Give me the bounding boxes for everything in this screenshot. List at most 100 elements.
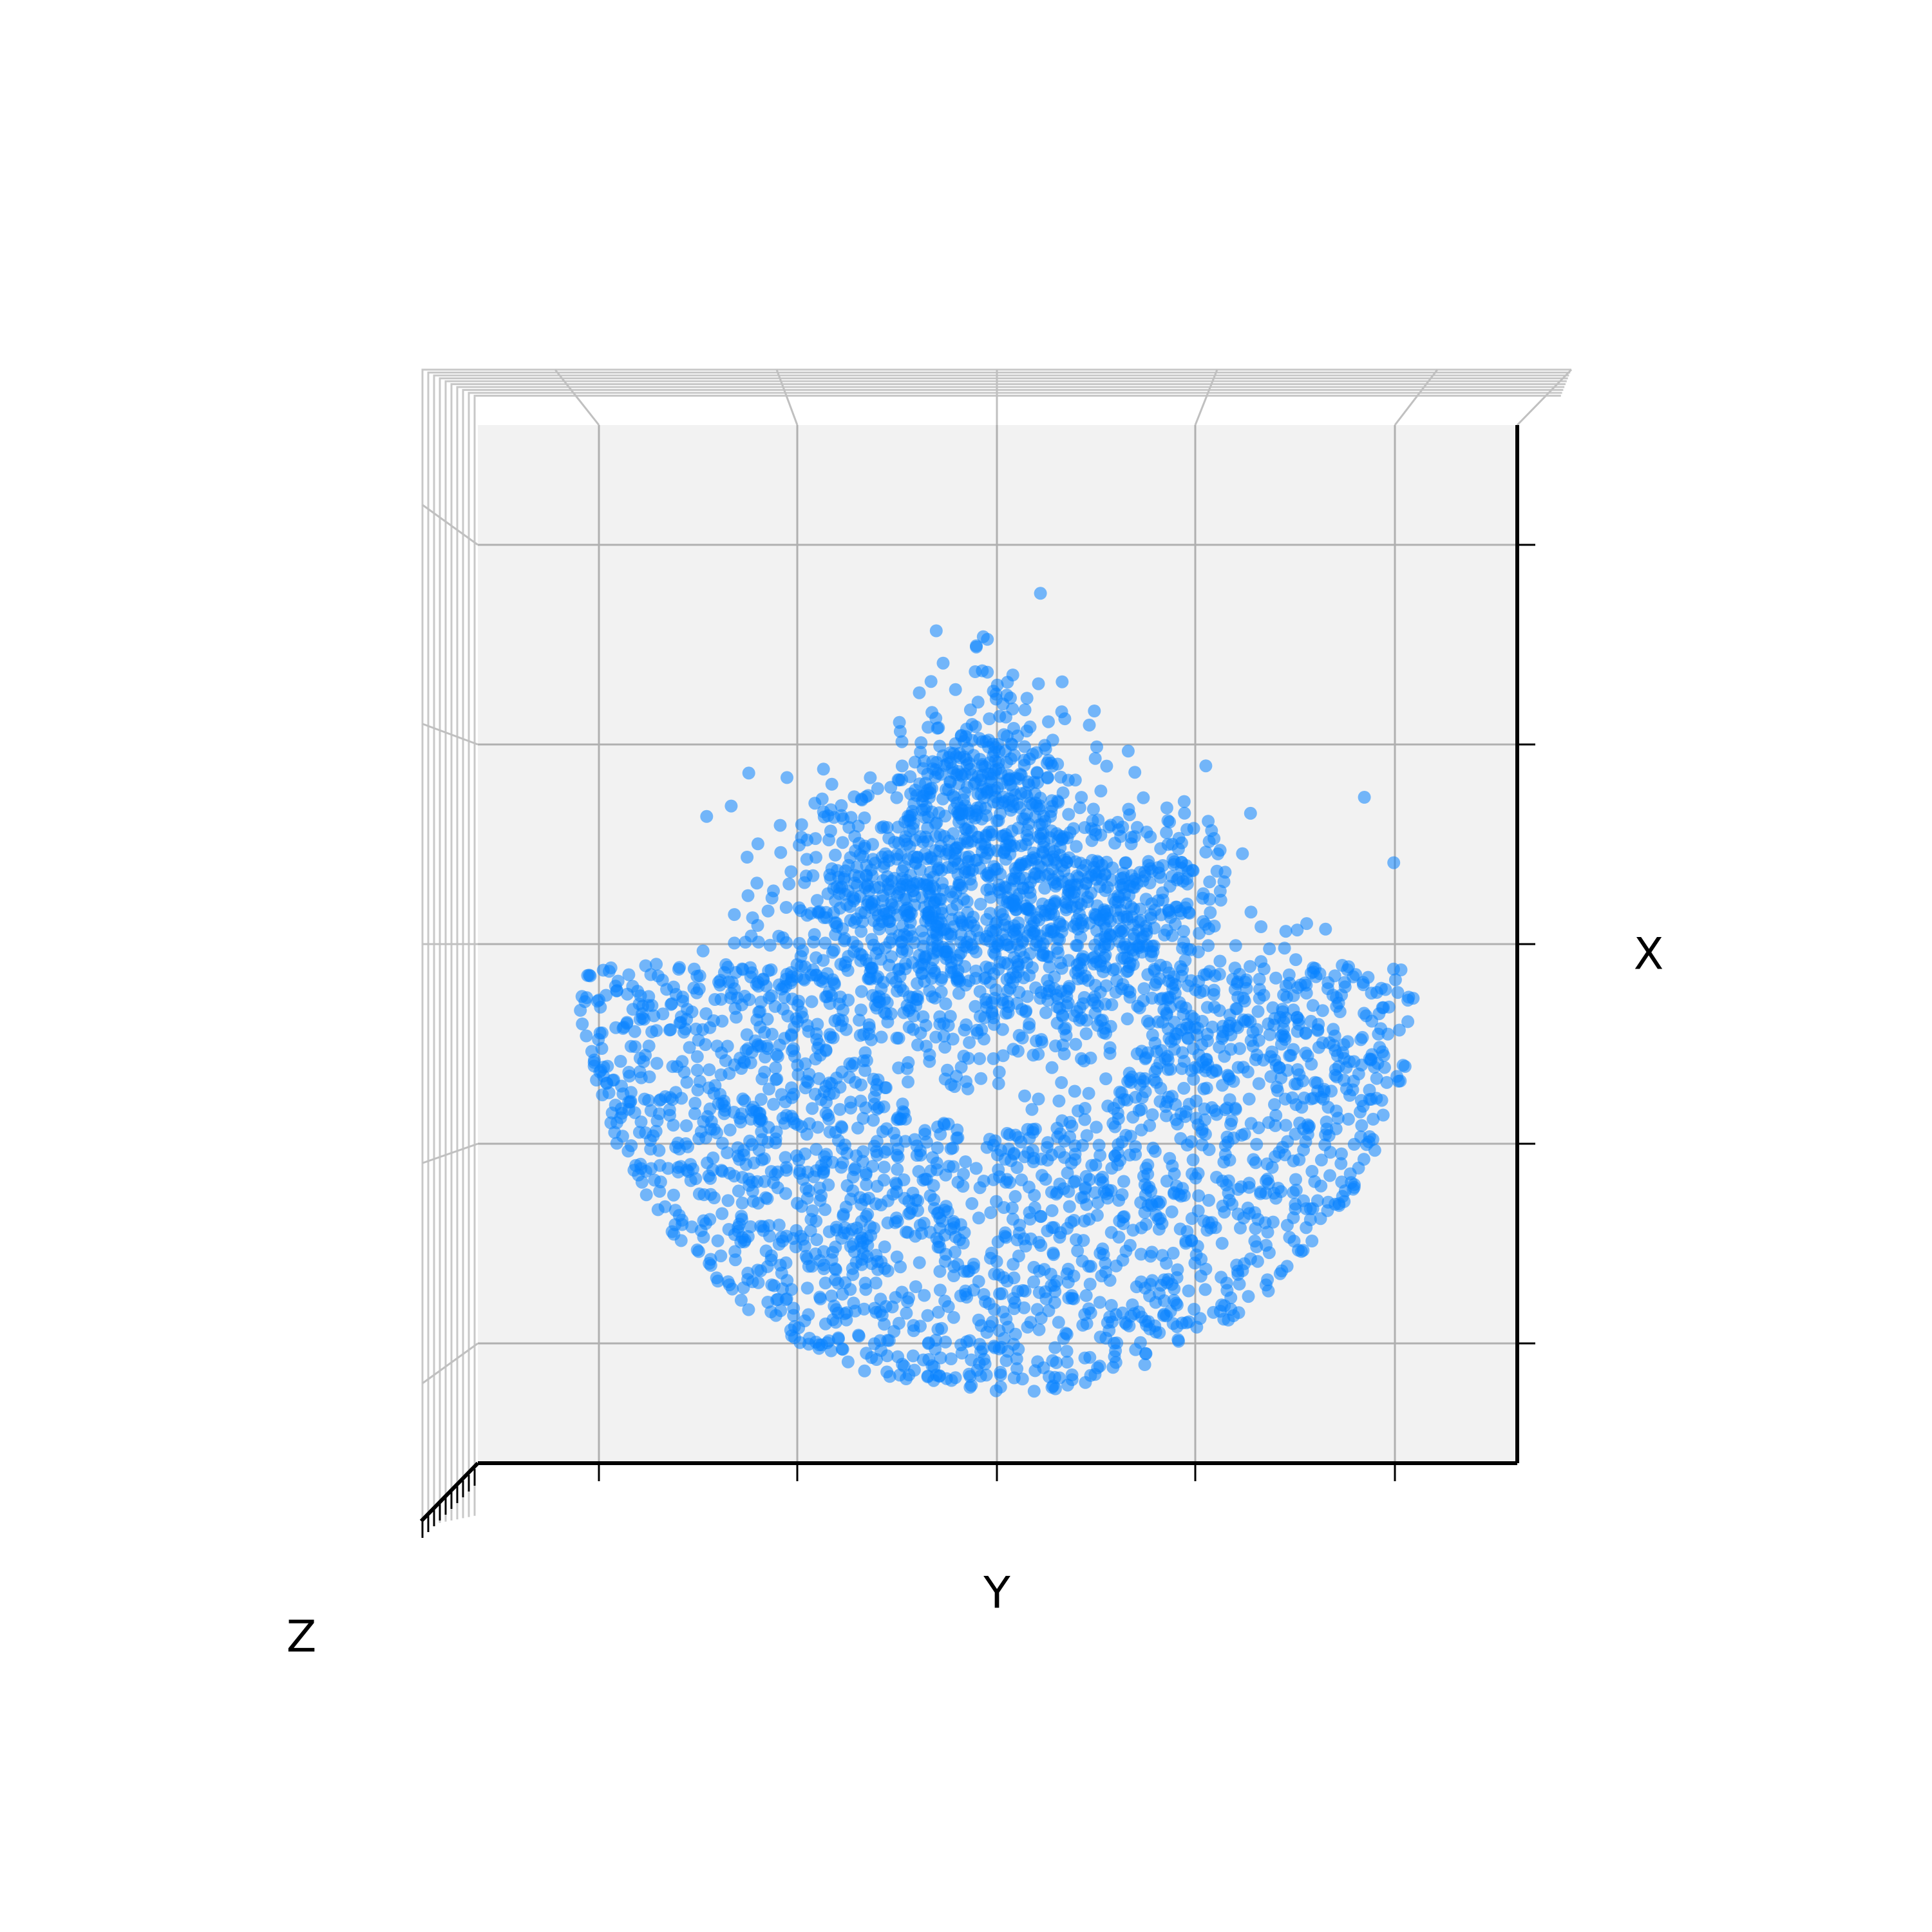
data-point: [971, 696, 985, 709]
data-point: [792, 901, 806, 914]
data-point: [1220, 1283, 1234, 1297]
data-point: [1242, 1290, 1255, 1303]
data-point: [1090, 1121, 1103, 1134]
data-point: [1330, 1104, 1343, 1118]
data-point: [1080, 1129, 1094, 1142]
data-point: [769, 1061, 782, 1074]
data-point: [878, 857, 891, 870]
data-point: [1197, 1082, 1211, 1095]
data-point: [847, 1296, 860, 1310]
data-point: [690, 986, 703, 999]
data-point: [668, 1218, 682, 1231]
data-point: [1336, 959, 1349, 972]
data-point: [933, 1010, 947, 1023]
data-point: [990, 1255, 1003, 1268]
data-point: [1192, 1189, 1206, 1202]
data-point: [1119, 856, 1132, 869]
data-point: [1034, 1209, 1047, 1223]
data-point: [614, 1055, 627, 1068]
data-point: [663, 1108, 676, 1122]
data-point: [855, 925, 868, 938]
data-point: [878, 1006, 891, 1019]
data-point: [1193, 1312, 1207, 1325]
data-point: [1004, 882, 1018, 895]
data-point: [1048, 1296, 1061, 1309]
data-point: [1198, 1102, 1211, 1115]
data-point: [1048, 1278, 1061, 1292]
data-point: [721, 1146, 734, 1159]
data-point: [1229, 939, 1242, 952]
data-point: [1076, 920, 1090, 933]
data-point: [752, 976, 765, 989]
data-point: [873, 1305, 887, 1318]
data-point: [952, 815, 965, 829]
data-point: [785, 1091, 799, 1104]
data-point: [851, 1121, 864, 1135]
data-point: [1314, 1179, 1328, 1193]
data-point: [825, 777, 838, 791]
data-point: [1137, 982, 1151, 996]
data-point: [1177, 936, 1190, 949]
data-point: [1022, 1021, 1036, 1034]
data-point: [833, 1081, 847, 1094]
data-point: [1090, 924, 1104, 937]
data-point: [1037, 946, 1050, 960]
data-point: [914, 830, 927, 844]
data-point: [768, 1168, 782, 1181]
data-point: [1044, 810, 1057, 823]
data-point: [1271, 1182, 1285, 1195]
data-point: [934, 828, 947, 842]
data-point: [1171, 1263, 1184, 1276]
data-point: [1365, 1048, 1379, 1061]
data-point: [1153, 1287, 1166, 1300]
data-point: [1307, 961, 1320, 974]
data-point: [1279, 1119, 1293, 1132]
data-point: [1252, 1077, 1265, 1090]
data-point: [773, 819, 787, 832]
data-point: [608, 1126, 621, 1139]
data-point: [1234, 1221, 1247, 1235]
data-point: [949, 683, 962, 696]
data-point: [878, 847, 892, 860]
data-point: [835, 1342, 849, 1356]
data-point: [978, 1358, 992, 1370]
data-point: [1406, 992, 1420, 1005]
data-point: [832, 1332, 845, 1346]
data-point: [922, 721, 935, 734]
data-point: [891, 1111, 905, 1124]
data-point: [1365, 1014, 1379, 1028]
data-point: [1195, 1138, 1209, 1151]
data-point: [1059, 1028, 1073, 1042]
data-point: [1198, 918, 1212, 931]
data-point: [1138, 866, 1151, 879]
data-point: [715, 1137, 729, 1150]
data-point: [1096, 1176, 1110, 1189]
data-point: [923, 1048, 936, 1061]
data-point: [782, 877, 796, 891]
data-point: [907, 1009, 920, 1023]
data-point: [759, 1050, 772, 1064]
data-point: [1069, 1037, 1083, 1051]
data-point: [1088, 752, 1102, 765]
data-point: [1338, 1052, 1351, 1065]
data-point: [831, 1134, 845, 1147]
data-point: [1138, 1072, 1151, 1085]
data-point: [1025, 1103, 1039, 1116]
top-connector: [1394, 369, 1439, 426]
data-point: [1233, 1277, 1246, 1291]
data-point: [1101, 1316, 1114, 1329]
data-point: [823, 1125, 837, 1139]
data-point: [576, 1018, 589, 1030]
data-point: [990, 844, 1004, 857]
data-point: [958, 960, 972, 973]
data-point: [1020, 808, 1034, 821]
data-point: [827, 906, 840, 920]
pane-edge: [439, 377, 1568, 1523]
data-point: [683, 1041, 696, 1054]
data-point: [1327, 1039, 1340, 1052]
data-point: [1143, 876, 1157, 889]
data-point: [949, 1230, 962, 1244]
data-point: [1009, 1189, 1022, 1203]
data-point: [1055, 925, 1068, 939]
data-point: [945, 903, 959, 916]
